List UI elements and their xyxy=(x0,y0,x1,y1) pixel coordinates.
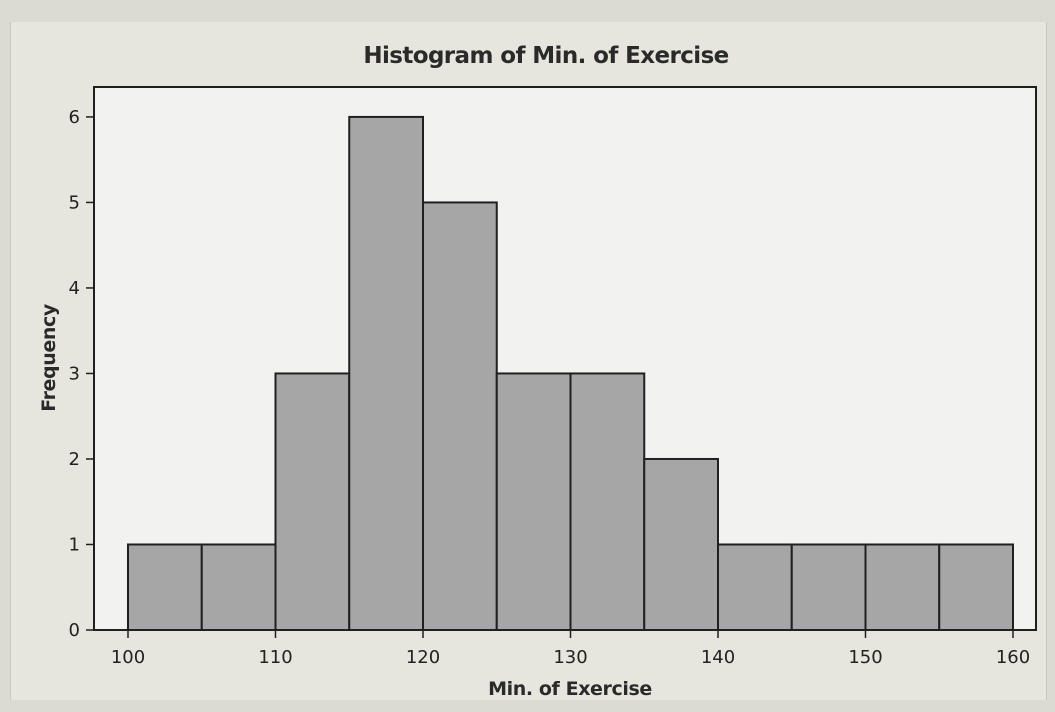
histogram-bars xyxy=(127,115,1014,631)
x-tick-label: 100 xyxy=(111,647,145,668)
y-axis: 0 1 2 3 4 5 6 xyxy=(69,107,94,641)
x-tick-label: 160 xyxy=(996,647,1030,668)
x-axis-label: Min. of Exercise xyxy=(488,678,652,700)
histogram-bar xyxy=(422,201,498,631)
y-tick-label: 6 xyxy=(69,107,80,128)
histogram-bar xyxy=(200,543,277,631)
y-tick-label: 4 xyxy=(69,278,80,299)
histogram-bar xyxy=(717,543,793,631)
chart-title: Histogram of Min. of Exercise xyxy=(363,43,728,69)
histogram-bar xyxy=(495,372,572,631)
x-tick-label: 130 xyxy=(553,647,587,668)
histogram-bar xyxy=(938,543,1014,631)
histogram-bar xyxy=(348,115,424,631)
y-tick-label: 2 xyxy=(69,449,80,470)
y-axis-label: Frequency xyxy=(38,303,60,412)
y-tick-label: 1 xyxy=(69,534,80,555)
x-axis: 100 110 120 130 140 150 160 xyxy=(111,630,1030,668)
y-tick-label: 0 xyxy=(69,620,80,641)
histogram-bar xyxy=(643,457,719,631)
y-tick-label: 3 xyxy=(69,363,80,384)
histogram-bar xyxy=(274,372,351,631)
histogram-bar xyxy=(569,372,646,631)
x-tick-label: 140 xyxy=(701,647,735,668)
x-tick-label: 150 xyxy=(848,647,882,668)
histogram-bar xyxy=(127,543,203,631)
histogram-bar xyxy=(864,543,941,631)
histogram-bar xyxy=(790,543,867,631)
x-tick-label: 110 xyxy=(258,647,292,668)
x-tick-label: 120 xyxy=(406,647,440,668)
y-tick-label: 5 xyxy=(69,192,80,213)
